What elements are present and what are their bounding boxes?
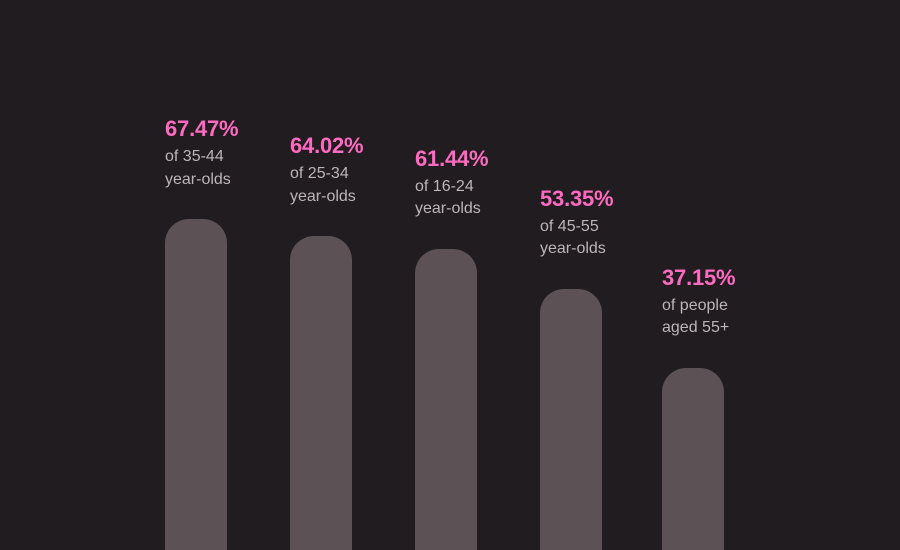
bar (662, 367, 724, 550)
bar-category-label-line: year-olds (290, 187, 356, 205)
bar (165, 219, 227, 550)
bar-value-label: 67.47% (165, 116, 239, 142)
bar-group: 37.15% of people aged 55+ (662, 0, 802, 550)
bar-category-label-line: of 25-34 (290, 165, 349, 183)
bar-category-label: of people aged 55+ (662, 295, 729, 340)
bar-category-label: of 45-55 year-olds (540, 216, 606, 261)
bar-category-label-line: year-olds (165, 170, 231, 188)
bar-category-label: of 35-44 year-olds (165, 146, 231, 191)
bar-value-label: 37.15% (662, 264, 736, 290)
bar-category-label-line: year-olds (415, 200, 481, 218)
bar-value-label: 64.02% (290, 133, 364, 159)
bar-category-label-line: of 35-44 (165, 148, 224, 166)
bar (540, 288, 602, 550)
bar-group: 67.47% of 35-44 year-olds (165, 0, 305, 550)
bar-group: 53.35% of 45-55 year-olds (540, 0, 680, 550)
bar (415, 248, 477, 550)
bar-category-label-line: of 45-55 (540, 217, 599, 235)
bar-category-label-line: year-olds (540, 240, 606, 258)
bar-value-label: 53.35% (540, 185, 614, 211)
bar-category-label: of 16-24 year-olds (415, 176, 481, 221)
bar-category-label: of 25-34 year-olds (290, 163, 356, 208)
bar-category-label-line: aged 55+ (662, 319, 730, 337)
bar-value-label: 61.44% (415, 145, 489, 171)
bar-category-label-line: of people (662, 296, 728, 314)
bar-category-label-line: of 16-24 (415, 177, 474, 195)
bar (290, 236, 352, 550)
bar-group: 64.02% of 25-34 year-olds (290, 0, 430, 550)
bar-group: 61.44% of 16-24 year-olds (415, 0, 555, 550)
